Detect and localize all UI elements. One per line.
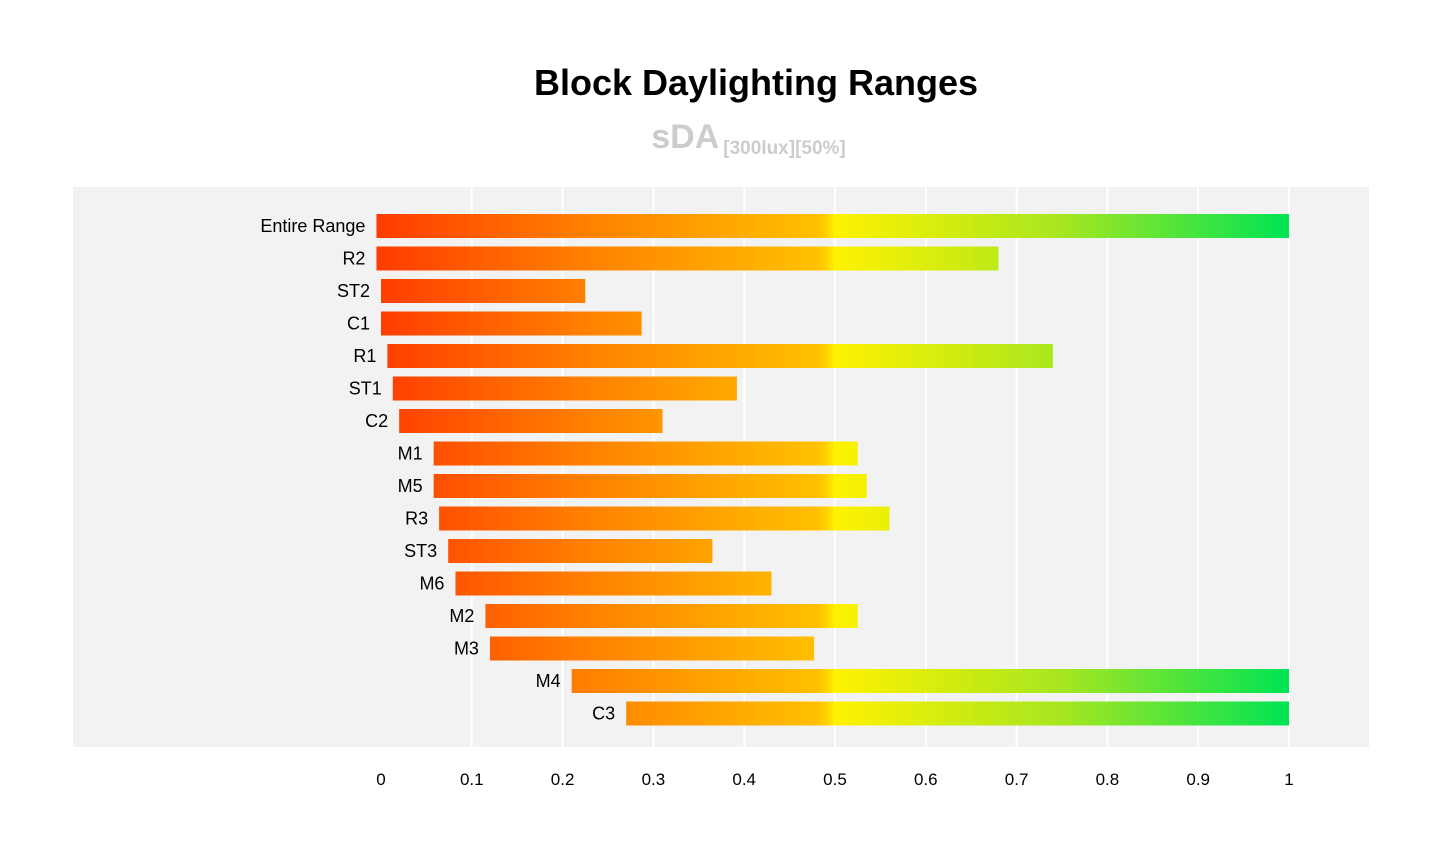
category-label: R1 [353,346,376,366]
x-tick-label: 0 [376,770,385,789]
bar-m6 [455,571,772,596]
bar-m1 [433,441,858,466]
bar-r1 [387,344,1053,368]
bar-r2 [376,246,999,271]
category-label: ST1 [349,379,382,399]
x-tick-label: 0.7 [1005,770,1029,789]
x-tick-label: 1 [1284,770,1293,789]
bar-r3 [439,506,890,531]
bar-c3 [626,701,1289,726]
bar-m4 [571,669,1289,693]
bar-st2 [381,279,586,303]
category-label: C1 [347,314,370,334]
bar-m3 [489,636,815,661]
category-label: R3 [405,509,428,529]
bar-m5 [433,474,867,498]
x-tick-label: 0.5 [823,770,847,789]
category-label: R2 [342,249,365,269]
category-label: ST2 [337,281,370,301]
bar-m2 [485,604,858,628]
bar-st3 [448,539,713,563]
category-label: Entire Range [260,216,365,236]
plot-panel [73,187,1369,747]
x-tick-label: 0.2 [551,770,575,789]
category-label: M6 [419,574,444,594]
category-label: M5 [398,476,423,496]
category-label: M4 [536,671,561,691]
category-label: C2 [365,411,388,431]
subtitle-qualifier: [300lux][50%] [723,138,846,159]
bar-entire-range [376,214,1290,238]
x-tick-label: 0.6 [914,770,938,789]
category-label: M1 [398,444,423,464]
x-tick-label: 0.8 [1096,770,1120,789]
category-label: M3 [454,639,479,659]
x-tick-label: 0.3 [642,770,666,789]
x-tick-label: 0.1 [460,770,484,789]
category-label: M2 [449,606,474,626]
chart-title: Block Daylighting Ranges [533,62,979,103]
grid-lines [470,187,1290,747]
category-label: C3 [592,704,615,724]
category-label: ST3 [404,541,437,561]
bar-c1 [381,311,642,336]
subtitle-metric: sDA [651,118,720,156]
bar-c2 [399,409,663,433]
bar-st1 [392,376,737,401]
bars [376,214,1290,726]
x-tick-label: 0.9 [1186,770,1210,789]
x-tick-labels: 0 0.1 0.2 0.3 0.4 0.5 0.6 0.7 0.8 0.9 1 [376,770,1293,789]
x-tick-label: 0.4 [732,770,756,789]
chart-subtitle: sDA [300lux][50%] [0,118,1440,159]
